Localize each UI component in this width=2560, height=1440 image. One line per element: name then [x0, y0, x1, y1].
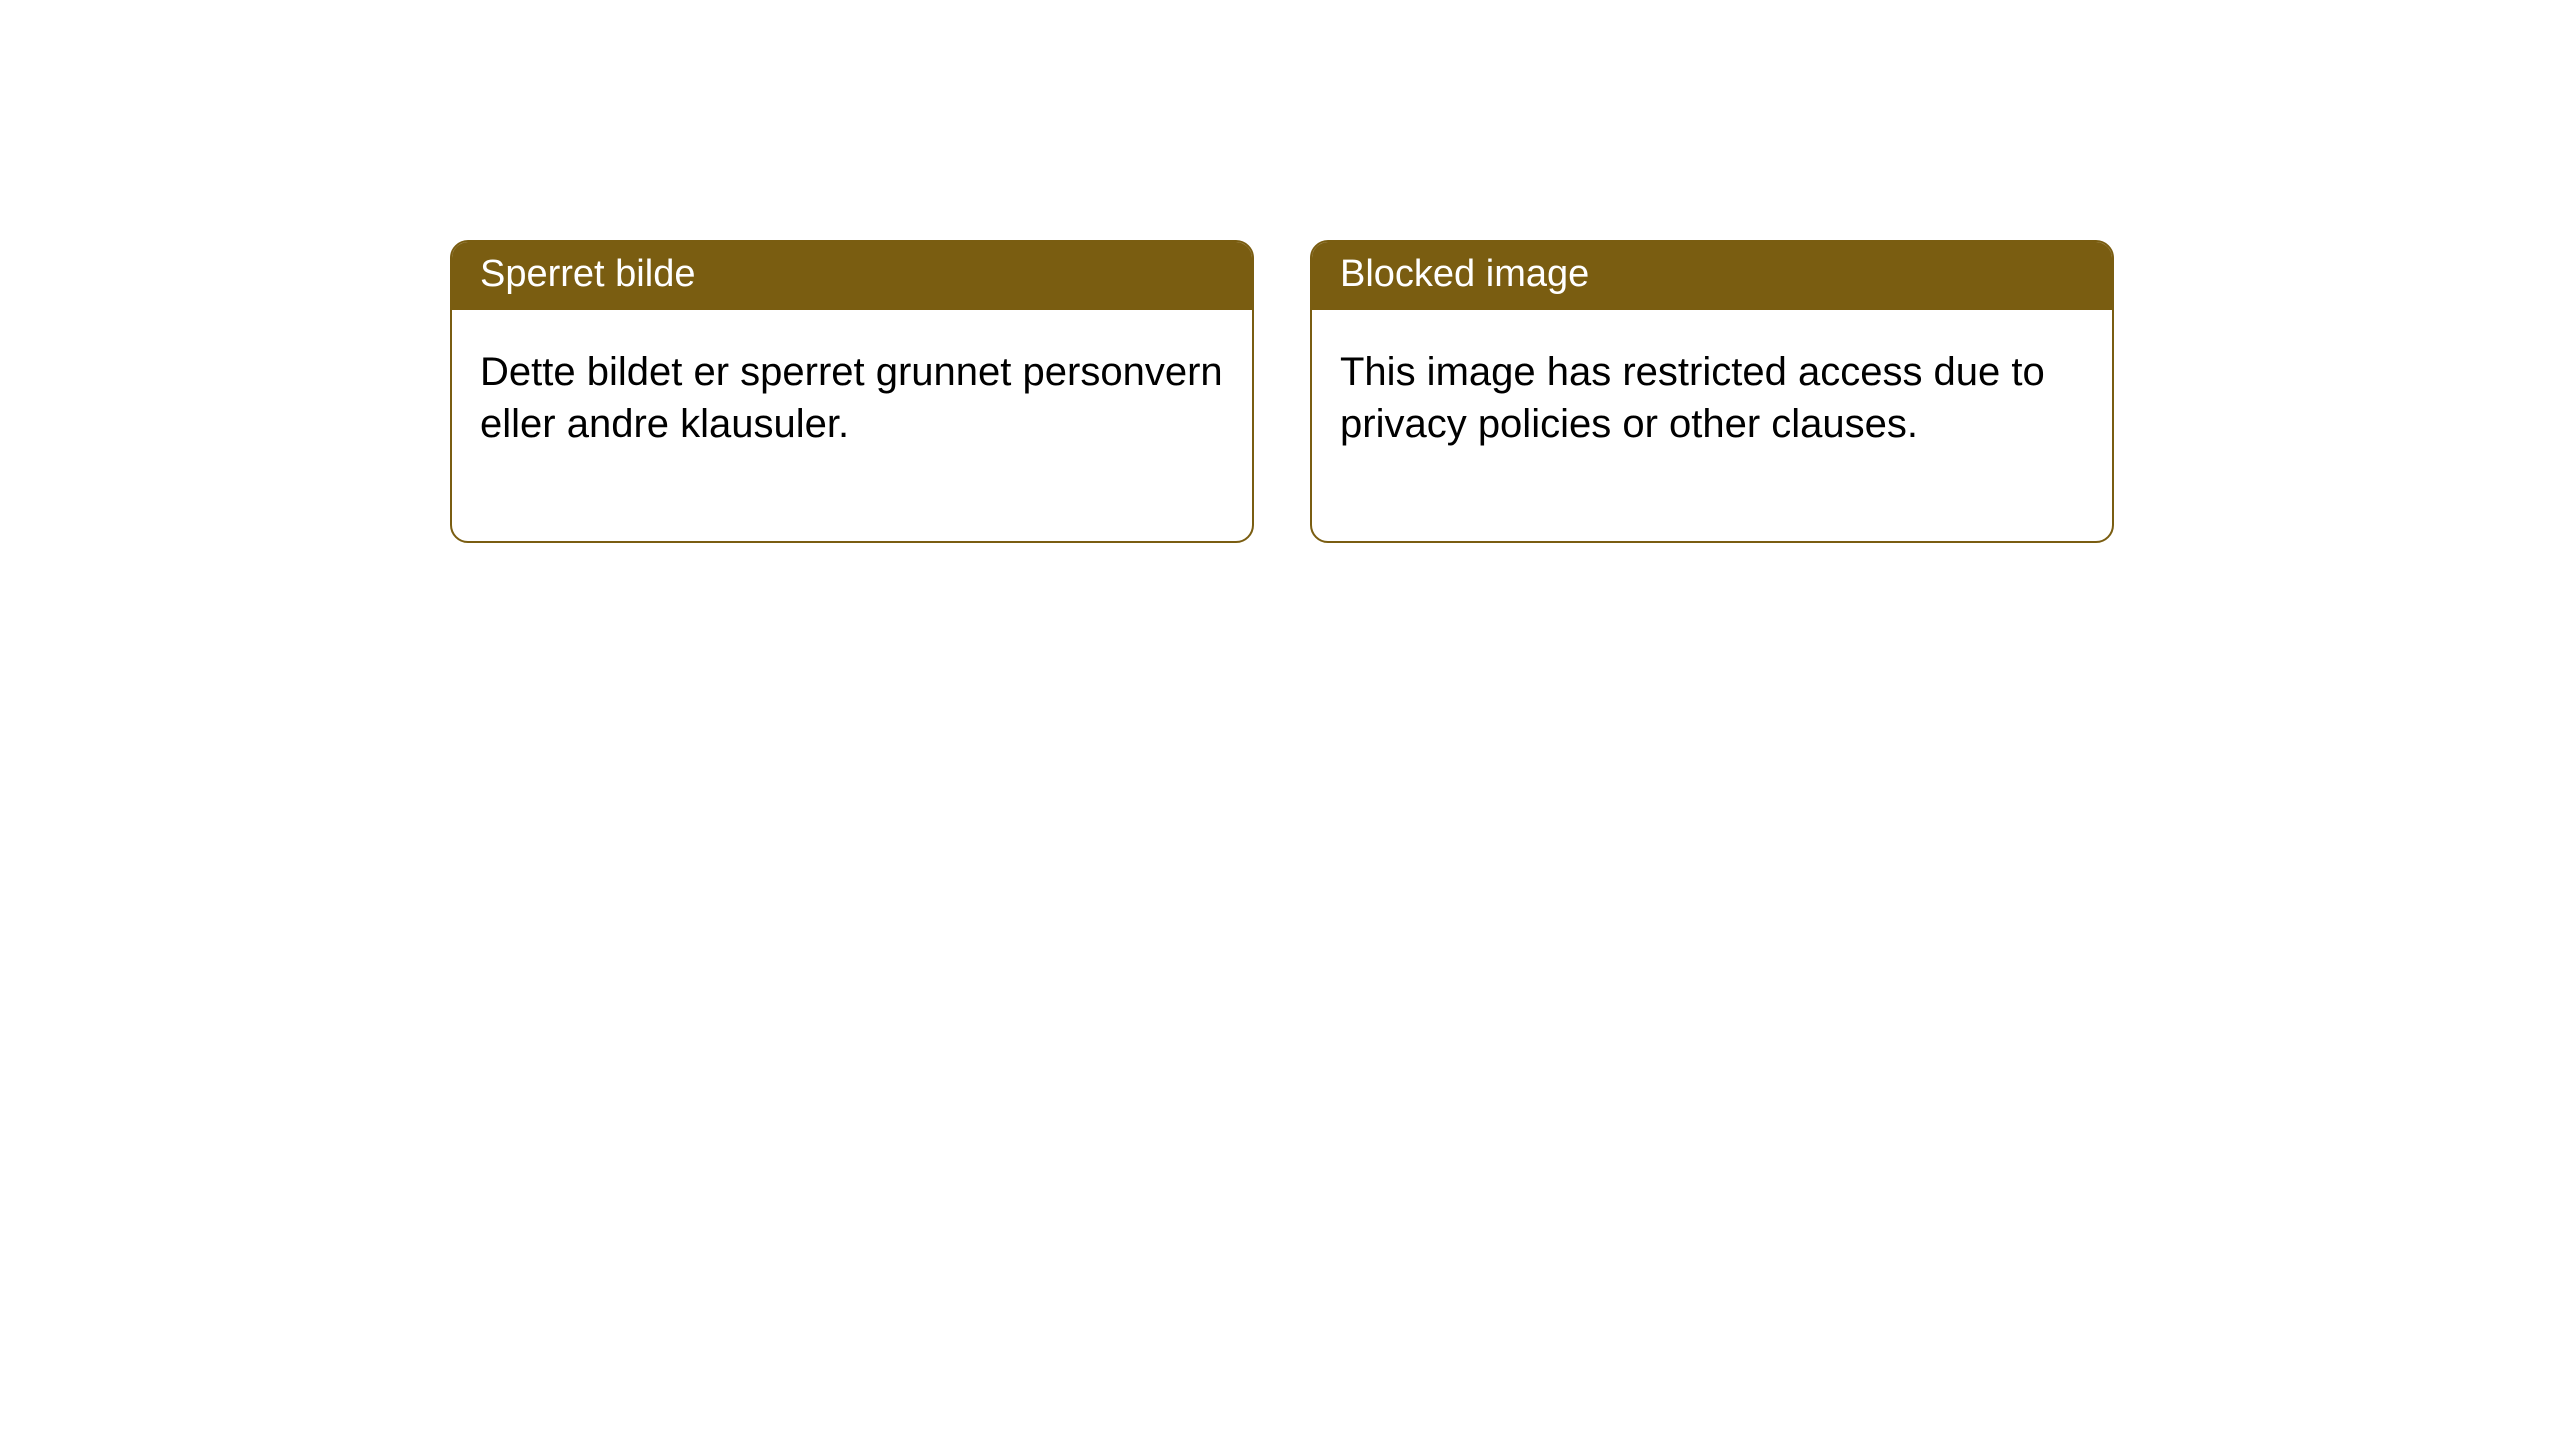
notice-body: This image has restricted access due to …	[1312, 310, 2112, 542]
notice-header: Blocked image	[1312, 242, 2112, 310]
notice-card-english: Blocked image This image has restricted …	[1310, 240, 2114, 543]
notice-container: Sperret bilde Dette bildet er sperret gr…	[450, 240, 2114, 543]
notice-card-norwegian: Sperret bilde Dette bildet er sperret gr…	[450, 240, 1254, 543]
notice-body: Dette bildet er sperret grunnet personve…	[452, 310, 1252, 542]
notice-header: Sperret bilde	[452, 242, 1252, 310]
